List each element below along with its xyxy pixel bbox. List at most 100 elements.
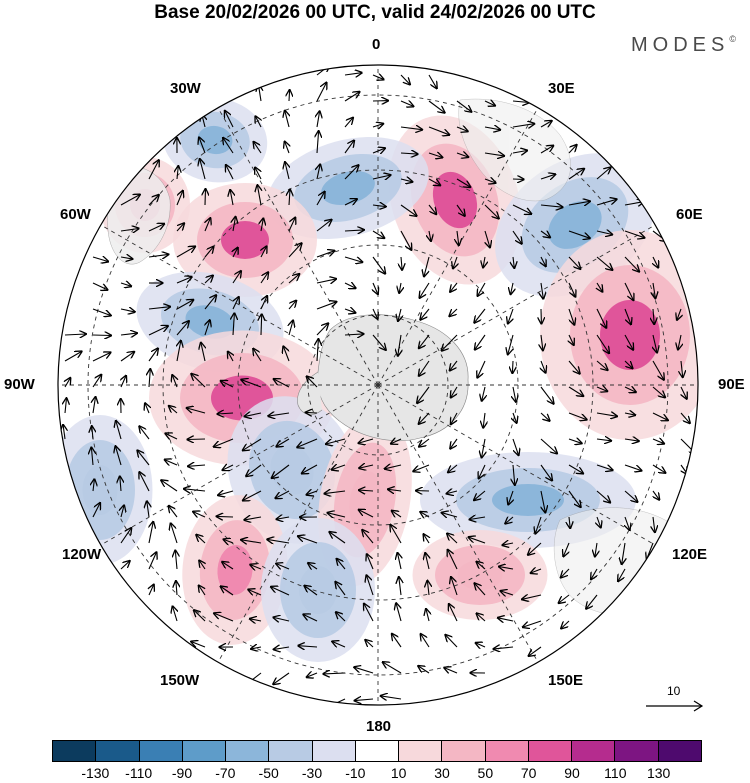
wind-arrow [354,667,374,674]
wind-arrow [176,300,193,310]
wind-arrow [653,282,655,298]
wind-arrow [205,218,210,232]
wind-arrow [400,179,412,182]
wind-arrow [373,282,378,294]
wind-arrow [508,334,514,354]
wind-arrow [424,534,429,544]
colorbar-tick-label: 70 [520,765,537,781]
wind-arrow [147,501,149,518]
wind-arrow [176,191,183,206]
wind-arrow [451,386,457,397]
colorbar-tick-label: 30 [434,765,450,781]
wind-arrow [225,111,234,128]
wind-arrow [501,591,514,595]
wind-arrow [428,204,436,214]
wind-arrow [277,438,290,447]
wind-arrow [221,381,234,388]
wind-arrow [288,274,299,284]
wind-arrow [171,524,178,544]
wind-arrow [289,190,290,206]
wind-arrow [344,165,358,180]
wind-arrow [305,586,318,596]
modes-logo: MODES© [631,34,736,57]
wind-arrow [449,604,458,622]
wind-arrow [477,614,486,622]
wind-arrow [255,168,261,180]
wind-arrow [93,479,94,492]
meridian-line [377,219,665,386]
wind-arrow [92,282,107,290]
wind-arrow [285,162,289,180]
wind-arrow [372,256,385,274]
meridian-line [377,384,665,551]
wind-arrow [596,334,609,353]
anomaly-core [270,445,314,495]
wind-arrow [148,552,156,570]
lon-label-60e: 60E [676,206,703,223]
wind-arrow [253,349,262,362]
wind-arrow [92,257,108,262]
wind-arrow [677,308,681,320]
wind-arrow [230,190,233,206]
meridian-line [212,384,379,672]
wind-arrow [469,537,486,544]
wind-arrow [540,412,550,421]
wind-arrow [316,324,328,336]
wind-arrow [653,490,659,500]
wind-arrow [428,178,440,185]
wind-arrow [485,230,490,247]
wind-arrow [214,613,234,622]
wind-arrow [307,377,318,388]
wind-arrow [596,413,617,416]
map-border [57,64,699,706]
wind-arrow [568,490,581,507]
colorbar-tick-label: 110 [604,765,627,781]
colorbar-tick-label: 50 [477,765,494,781]
wind-arrow [277,517,290,519]
wind-arrow [261,219,263,232]
wind-arrow [596,308,606,328]
wind-arrow [568,308,574,325]
wind-arrow [120,352,134,362]
wind-arrow [298,646,318,647]
wind-arrow [390,525,402,544]
wind-arrow [359,490,374,491]
wind-arrow [176,321,189,336]
wind-arrow [223,465,234,470]
lon-label-120e: 120E [672,546,708,563]
colorbar-ticks: -130 -110 -90 -70 -50 -30 -10 10 30 50 70 90 110 130 [52,765,702,783]
colorbar-cell [139,741,183,761]
wind-arrow [401,256,402,270]
wind-arrow [188,439,206,440]
wind-arrow [624,230,644,238]
wind-arrow [508,490,513,504]
wind-arrow [288,243,302,258]
wind-arrow [120,561,130,570]
wind-arrow [148,160,159,180]
wind-arrow [285,142,289,154]
wind-arrow [91,448,93,466]
wind-arrow [120,528,131,544]
colorbar-cell [572,741,616,761]
wind-arrow [63,425,65,440]
wind-arrow [681,360,683,377]
wind-arrow [260,296,267,310]
wind-arrow [513,464,515,485]
wind-arrow [595,542,597,556]
wind-arrow [121,506,124,518]
wind-arrow [456,100,471,112]
wind-arrow [398,308,401,321]
colorbar-tick-label: -130 [81,765,110,781]
wind-arrow [568,464,583,473]
wind-arrow [204,295,216,310]
wind-arrow [528,542,542,555]
lon-label-120w: 120W [62,546,102,563]
wind-arrow [120,333,137,335]
wind-arrow [540,121,552,127]
wind-arrow [381,696,402,699]
wind-arrow [332,465,346,470]
wind-arrow [446,635,458,648]
wind-arrow [199,586,205,596]
lon-label-90e: 90E [718,376,745,393]
wind-arrow [475,334,486,350]
